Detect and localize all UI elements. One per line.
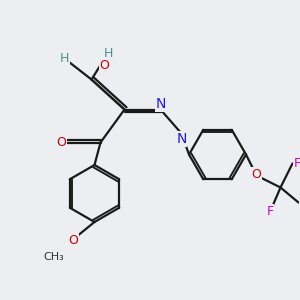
- Text: CH₃: CH₃: [44, 251, 64, 262]
- Text: O: O: [99, 58, 109, 72]
- Text: O: O: [69, 233, 78, 247]
- Text: O: O: [57, 136, 66, 149]
- Text: N: N: [176, 132, 187, 146]
- Text: F: F: [266, 205, 274, 218]
- Text: F: F: [293, 157, 300, 170]
- Text: F: F: [299, 196, 300, 209]
- Text: H: H: [60, 52, 69, 65]
- Text: N: N: [155, 97, 166, 111]
- Text: H: H: [103, 47, 113, 61]
- Text: O: O: [252, 167, 261, 181]
